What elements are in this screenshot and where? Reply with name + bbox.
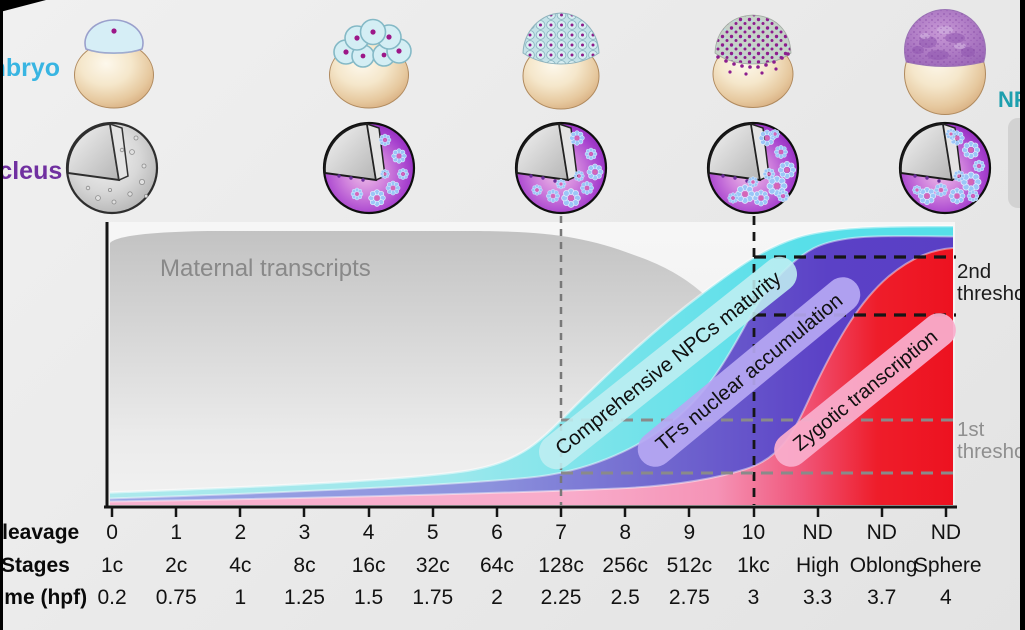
axes	[104, 222, 957, 517]
cleavage-value: 3	[298, 521, 311, 544]
nucleus-row-label: Nucleus	[0, 157, 63, 185]
time-value: 1	[234, 586, 247, 609]
embryo-sphere	[904, 9, 986, 115]
time-value: 1.5	[354, 586, 384, 609]
stage-value: High	[796, 554, 840, 577]
cleavage-value: 0	[106, 521, 118, 544]
cleavage-value: ND	[866, 521, 897, 544]
stage-value: 1c	[100, 554, 124, 577]
stages-row-header: Stages	[1, 554, 70, 577]
frame-edge-left	[0, 0, 3, 630]
cleavage-value: 5	[426, 521, 439, 544]
time-value: 3	[747, 586, 760, 609]
nucleus-128c	[514, 121, 608, 215]
nucleus-1c	[65, 121, 159, 215]
cleavage-value: 9	[683, 521, 696, 544]
zygotic-transcription-area	[110, 248, 953, 505]
stage-value: Sphere	[913, 554, 982, 577]
embryo-16c	[329, 18, 412, 109]
stray-cell-dots	[716, 52, 790, 76]
stage-value: 16c	[351, 554, 386, 577]
stage-value: 4c	[229, 554, 252, 577]
cleavage-value: 4	[362, 521, 375, 544]
second-threshold-label: 2nd threshold	[957, 260, 1025, 305]
time-value: 2.5	[610, 586, 640, 609]
nucleus-1kc	[706, 121, 800, 215]
nucleus-16c	[322, 121, 416, 215]
cleavage-value: ND	[802, 521, 833, 544]
first-threshold-label: 1st threshold	[957, 418, 1025, 463]
cleavage-values-row: 0 1 2 3 4 5 6 7 8 9 10 ND ND ND	[80, 521, 990, 545]
time-value: 1.25	[284, 586, 325, 609]
frame-edge-right	[1020, 0, 1025, 630]
time-value: 2	[491, 586, 503, 609]
embryo-128c	[522, 12, 600, 110]
cleavage-value: ND	[930, 521, 962, 544]
cleavage-value: 2	[234, 521, 247, 544]
cleavage-value: 7	[555, 521, 567, 544]
stage-value: 32c	[415, 554, 450, 577]
cleavage-row-header: Cleavage	[0, 521, 80, 544]
cleavage-value: 10	[741, 521, 766, 544]
stage-value: 8c	[293, 554, 316, 577]
time-values-row: 0.2 0.75 1 1.25 1.5 1.75 2 2.25 2.5 2.75 3 3.3 3.7 4	[80, 586, 990, 610]
time-row-header: Time (hpf)	[0, 586, 88, 609]
stage-value: 512c	[666, 554, 713, 577]
x-axis-ticks	[110, 507, 948, 517]
stage-value: Oblong	[849, 554, 918, 577]
time-value: 1.75	[412, 586, 454, 609]
npc-curve-highlight	[109, 224, 954, 494]
time-value: 0.2	[97, 586, 127, 609]
embryo-row-label: Embryo	[0, 54, 61, 82]
nucleus-sphere	[898, 121, 992, 215]
stage-value: 64c	[479, 554, 514, 577]
tf-accumulation-area	[110, 236, 953, 505]
time-value: 0.75	[155, 586, 197, 609]
stages-values-row: 1c 2c 4c 8c 16c 32c 64c 128c 256c 512c 1kc High Oblo…	[80, 554, 990, 578]
stage-value: 1kc	[737, 554, 770, 577]
zygotic-curve-highlight	[109, 247, 954, 503]
time-value: 4	[940, 586, 952, 609]
maternal-transcripts-label: Maternal transcripts	[160, 255, 371, 282]
time-value: 2.75	[668, 586, 710, 609]
stage-value: 128c	[538, 554, 584, 577]
cleavage-value: 8	[619, 521, 632, 544]
cleavage-value: 6	[491, 521, 503, 544]
embryo-1kc	[712, 14, 794, 108]
stage-value: 2c	[165, 554, 188, 577]
embryo-1c	[74, 19, 154, 109]
cleavage-value: 1	[170, 521, 183, 544]
time-value: 3.3	[803, 586, 833, 609]
stage-value: 256c	[602, 554, 648, 577]
time-value: 2.25	[540, 586, 582, 609]
time-value: 3.7	[867, 586, 897, 609]
